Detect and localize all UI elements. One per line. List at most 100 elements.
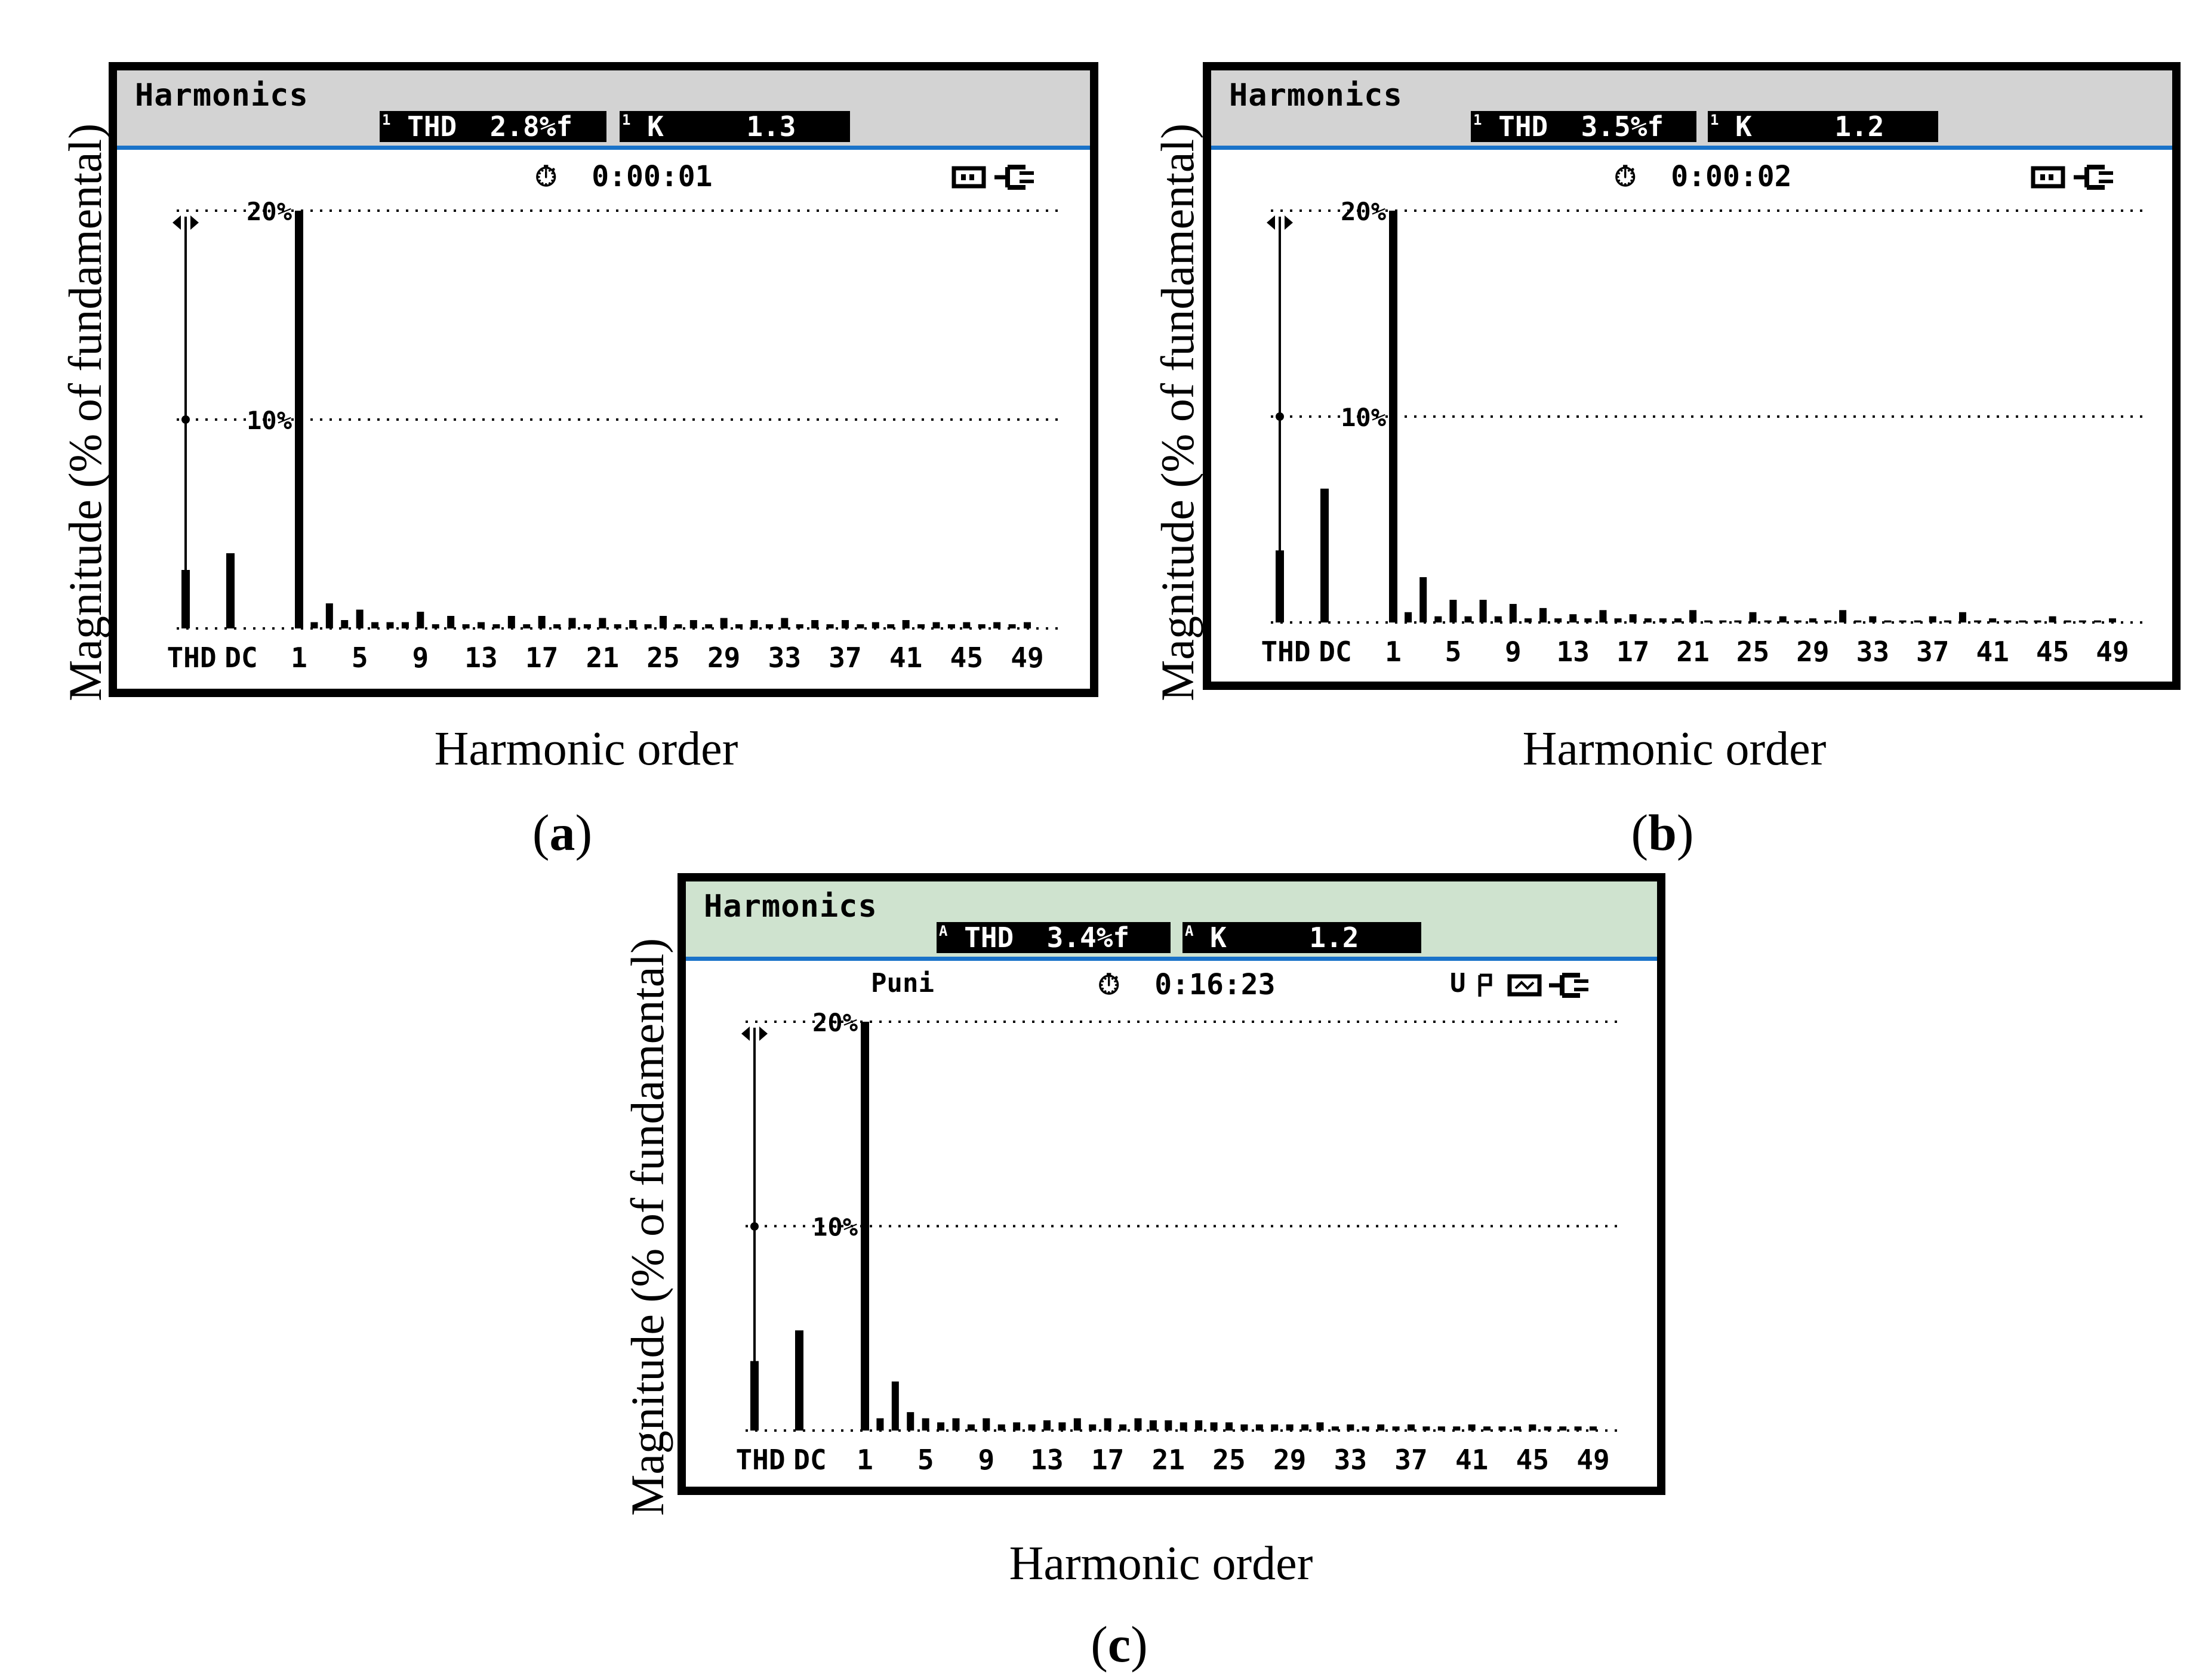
bar — [902, 620, 910, 628]
x-tick-label: 17 — [525, 642, 558, 674]
bar — [1509, 603, 1517, 622]
x-tick-label: 41 — [1455, 1444, 1488, 1476]
meter-screen: Harmonics 1 THD 2.8%f 1 K 1.3 ⏱ 0:00:01 … — [109, 62, 1098, 697]
bar — [1149, 1420, 1157, 1431]
bar — [907, 1412, 914, 1431]
bar — [796, 624, 803, 628]
x-tick-label: 21 — [586, 642, 619, 674]
bar — [891, 1381, 899, 1431]
battery-icon — [1507, 974, 1542, 997]
x-tick-label: 33 — [1334, 1444, 1367, 1476]
bar — [1089, 1424, 1097, 1431]
bar — [568, 618, 576, 628]
bar — [1437, 1426, 1445, 1431]
x-tick-label: 13 — [1030, 1444, 1063, 1476]
bar — [1276, 550, 1284, 622]
x-axis-label: Harmonic order — [434, 723, 738, 775]
bar — [417, 612, 424, 628]
x-tick-label: 41 — [1976, 636, 2009, 668]
x-tick-label: 13 — [1557, 636, 1590, 668]
bar — [462, 624, 470, 628]
y-tick-label: 10% — [1341, 403, 1386, 432]
bar — [2019, 620, 2027, 622]
bar — [887, 624, 895, 628]
bar — [1377, 1424, 1385, 1431]
bar — [1331, 1426, 1339, 1431]
bar — [1392, 1426, 1400, 1431]
bar — [1180, 1422, 1187, 1431]
screen-header: Harmonics A THD 3.4%f A K 1.2 — [686, 881, 1657, 961]
bar — [583, 624, 591, 628]
screen-title: Harmonics — [135, 78, 309, 113]
bar — [997, 1424, 1005, 1431]
bar — [386, 622, 394, 628]
bar — [967, 1424, 975, 1431]
bar — [720, 618, 728, 628]
harmonics-bar-chart: 10% 20% THD DC 1 5 9 13 17 21 25 29 33 37 41 45 49 — [167, 197, 1060, 674]
y-axis-label: Magnitude (% of fundamental) — [621, 938, 673, 1516]
bar — [1899, 620, 1907, 622]
bar — [983, 1418, 990, 1431]
bar — [1024, 622, 1031, 628]
k-factor-badge: 1 K 1.2 — [1708, 111, 1938, 142]
status-icons — [951, 165, 1034, 190]
bar — [1405, 612, 1412, 622]
bar — [1389, 211, 1397, 622]
bar — [1301, 1424, 1309, 1431]
bar — [1779, 616, 1787, 622]
bar — [922, 1418, 929, 1431]
plug-icon — [1549, 973, 1588, 998]
bar — [1544, 1426, 1551, 1431]
bar — [1043, 1420, 1051, 1431]
bar — [1914, 620, 1921, 622]
bar — [2004, 620, 2012, 622]
bar — [1644, 618, 1652, 622]
bar — [1449, 600, 1457, 622]
bar — [1659, 618, 1667, 622]
bar — [401, 622, 409, 628]
y-tick-label: 20% — [1341, 197, 1386, 226]
bar — [1028, 1424, 1036, 1431]
bar — [1569, 614, 1577, 622]
bar — [1134, 1418, 1142, 1431]
bar — [1719, 620, 1727, 622]
bar — [523, 624, 531, 628]
bar — [1559, 1426, 1567, 1431]
x-tick-label: 33 — [1856, 636, 1889, 668]
bar — [1824, 620, 1832, 622]
panel-letter: (c) — [1091, 1616, 1148, 1673]
bar — [1498, 1426, 1506, 1431]
x-tick-label: 41 — [889, 642, 922, 674]
bar — [826, 624, 834, 628]
x-tick-label: 49 — [2096, 636, 2129, 668]
bar — [1058, 1422, 1066, 1431]
y-axis-label: Magnitude (% of fundamental) — [1151, 123, 1203, 701]
bar — [689, 620, 697, 628]
bar — [1958, 612, 1966, 622]
power-mode-label: Puni — [871, 968, 934, 998]
bar — [978, 624, 986, 628]
bar — [629, 620, 637, 628]
y-tick-label: 20% — [247, 197, 292, 226]
bar — [1554, 618, 1562, 622]
bar — [1629, 614, 1637, 622]
meter-screen: Harmonics 1 THD 3.5%f 1 K 1.2 ⏱ 0:00:02 … — [1203, 62, 2181, 690]
bar — [1362, 1426, 1369, 1431]
bar — [1854, 620, 1862, 622]
bar — [1590, 1426, 1597, 1431]
bar — [226, 553, 235, 628]
bar — [325, 603, 333, 628]
x-tick-label: 21 — [1676, 636, 1709, 668]
cursor-arrows-icon — [741, 1027, 768, 1041]
bar — [963, 622, 971, 628]
bar — [876, 1418, 884, 1431]
bar — [1483, 1426, 1491, 1431]
bar — [917, 624, 925, 628]
bar — [1734, 620, 1742, 622]
bar — [750, 1361, 759, 1431]
x-tick-label: 13 — [464, 642, 497, 674]
y-tick-label: 10% — [247, 406, 292, 435]
bar — [1794, 620, 1801, 622]
bar — [553, 624, 561, 628]
bar — [811, 620, 819, 628]
